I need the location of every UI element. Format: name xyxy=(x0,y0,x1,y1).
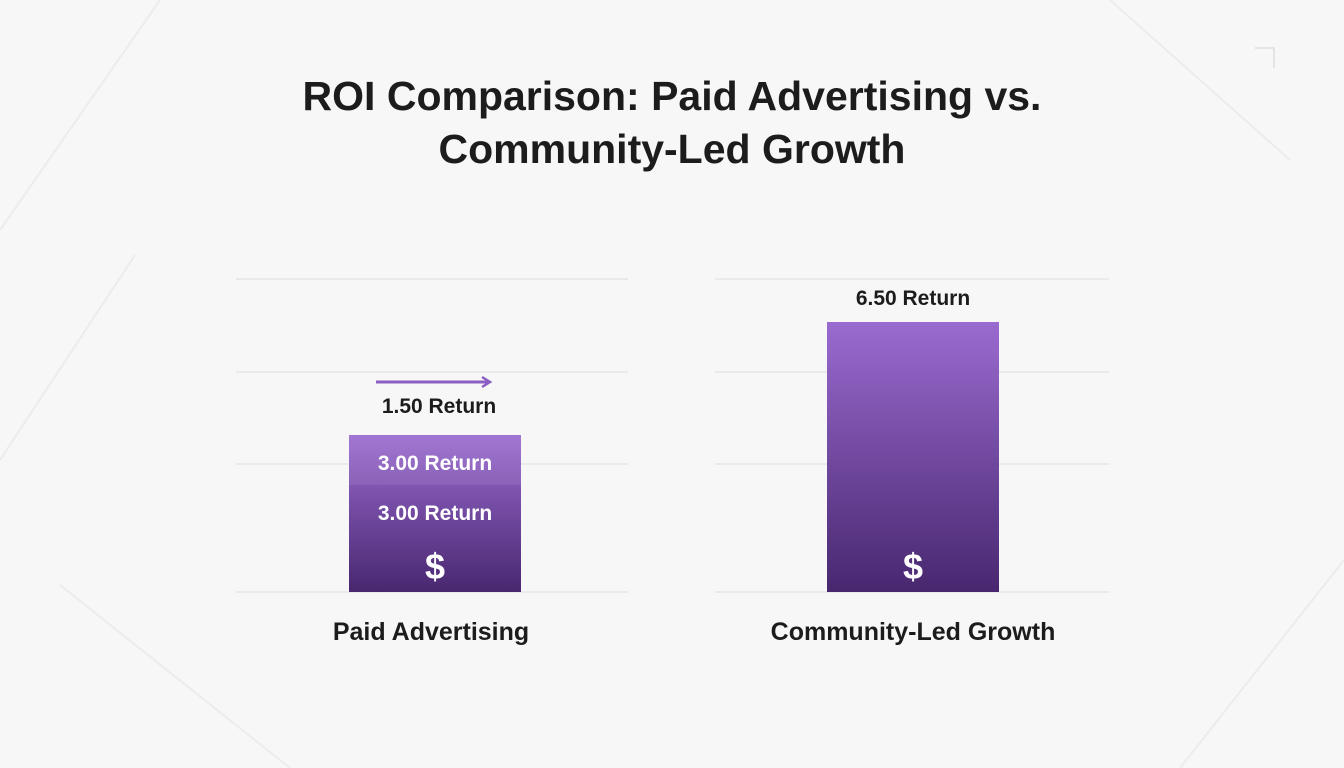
bar-inner-label: 3.00 Return xyxy=(378,502,492,525)
chart-title-line-2: Community-Led Growth xyxy=(438,126,906,172)
chart-title-line-1: ROI Comparison: Paid Advertising vs. xyxy=(302,73,1042,119)
dollar-icon: $ xyxy=(425,546,445,587)
category-label: Paid Advertising xyxy=(333,618,529,646)
bar-value-label: 6.50 Return xyxy=(856,287,970,310)
bar-paid-advertising xyxy=(349,435,521,592)
chart-title: ROI Comparison: Paid Advertising vs. Com… xyxy=(0,70,1344,176)
bar-inner-label: 3.00 Return xyxy=(378,452,492,475)
category-label: Community-Led Growth xyxy=(771,618,1056,646)
bar-value-label: 1.50 Return xyxy=(382,395,496,418)
bar-segment-highlight xyxy=(349,435,521,485)
bar-community-led-growth xyxy=(827,322,999,592)
dollar-icon: $ xyxy=(903,546,923,587)
right-arrow-icon xyxy=(481,375,493,389)
